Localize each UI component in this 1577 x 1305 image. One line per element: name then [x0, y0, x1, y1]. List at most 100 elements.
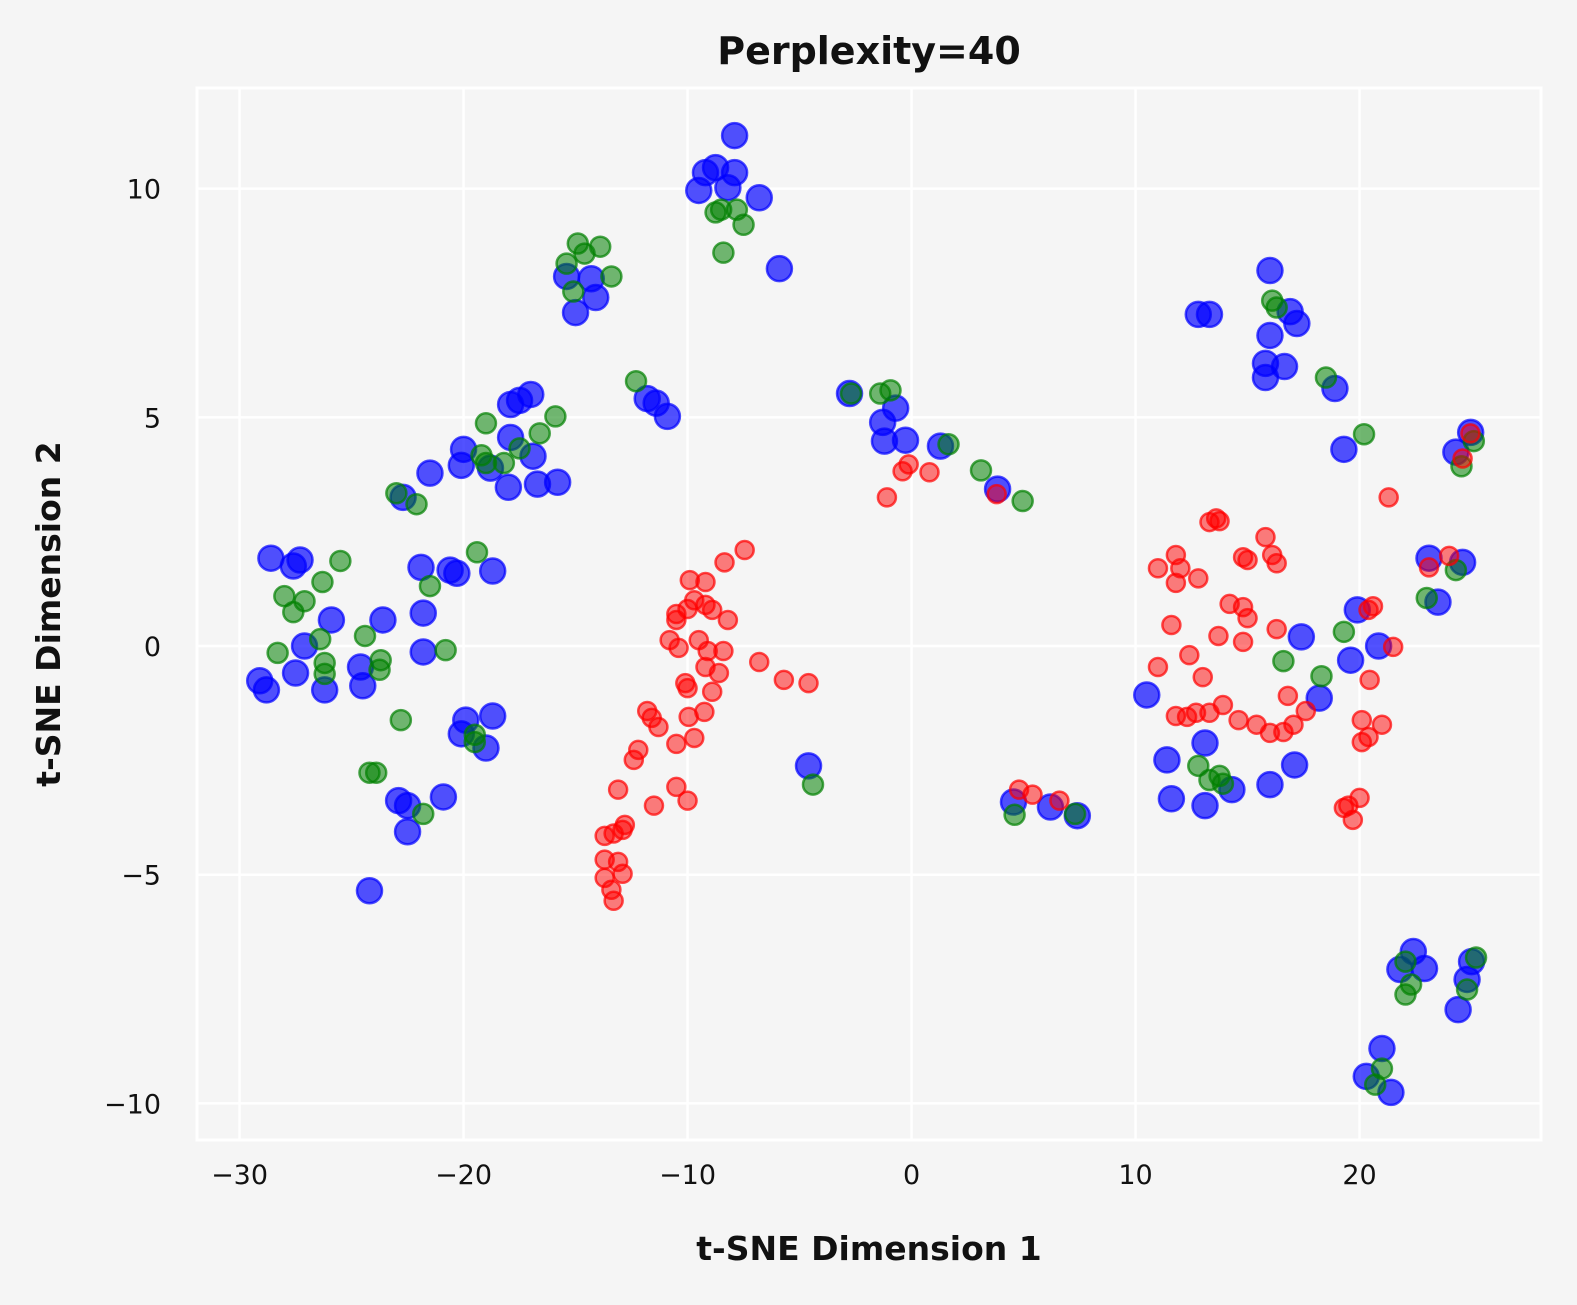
data-point — [474, 412, 498, 435]
data-point — [600, 265, 623, 288]
data-point — [1378, 487, 1399, 508]
data-point — [1295, 700, 1317, 722]
data-point — [879, 379, 902, 402]
data-point — [1277, 685, 1299, 707]
data-point — [1415, 586, 1439, 610]
data-point — [717, 609, 739, 631]
data-point — [1049, 790, 1070, 811]
data-point — [1211, 772, 1235, 795]
data-point — [1332, 620, 1356, 644]
data-point — [701, 599, 723, 621]
x-tick-label: −10 — [659, 1160, 716, 1191]
data-point — [1165, 572, 1187, 594]
data-point — [317, 606, 346, 634]
data-point — [643, 795, 665, 816]
y-axis-label: t-SNE Dimension 2 — [29, 441, 68, 786]
data-point — [329, 549, 352, 573]
data-point — [418, 574, 442, 598]
points — [245, 121, 1488, 1107]
data-point — [349, 672, 377, 700]
data-point — [1351, 731, 1373, 753]
data-point — [1157, 785, 1186, 813]
data-point — [653, 402, 682, 431]
data-point — [1228, 709, 1249, 731]
data-point — [1133, 681, 1161, 709]
data-point — [666, 776, 687, 798]
data-point — [409, 599, 437, 627]
data-point — [543, 468, 572, 497]
data-point — [745, 184, 773, 212]
data-point — [478, 557, 507, 585]
data-point — [517, 380, 545, 409]
data-point — [765, 254, 794, 283]
data-point — [405, 492, 428, 516]
data-point — [1310, 664, 1333, 688]
data-point — [1444, 995, 1472, 1024]
data-point — [293, 589, 316, 613]
data-point — [544, 405, 567, 428]
data-point — [1266, 618, 1287, 640]
data-point — [1191, 729, 1219, 757]
chart-title: Perplexity=40 — [717, 29, 1021, 73]
x-tick-label: −30 — [211, 1160, 268, 1191]
data-point — [668, 637, 689, 659]
data-point — [1371, 714, 1393, 735]
data-point — [1232, 631, 1254, 653]
data-point — [1368, 1034, 1396, 1063]
data-point — [286, 546, 314, 574]
data-point — [1272, 649, 1295, 673]
data-point — [1330, 435, 1358, 464]
data-point — [1270, 352, 1299, 381]
data-point — [720, 121, 749, 150]
data-point — [434, 638, 457, 662]
data-point — [1287, 623, 1316, 651]
data-point — [612, 863, 633, 885]
data-point — [492, 451, 516, 475]
data-point — [1265, 296, 1288, 319]
data-point — [614, 814, 636, 836]
data-point — [732, 213, 755, 237]
data-point — [798, 672, 819, 694]
data-point — [1195, 300, 1224, 329]
data-point — [666, 733, 687, 755]
data-point — [528, 422, 551, 445]
y-tick-label: −5 — [121, 861, 161, 892]
data-point — [937, 433, 960, 456]
data-point — [734, 539, 755, 561]
data-point — [713, 640, 734, 662]
data-point — [385, 481, 408, 505]
data-point — [409, 638, 437, 666]
data-point — [465, 541, 489, 564]
data-point — [1460, 423, 1481, 444]
data-point — [1256, 770, 1284, 799]
data-point — [1022, 784, 1043, 805]
data-point — [1161, 614, 1182, 636]
data-point — [1191, 791, 1219, 820]
data-point — [1283, 714, 1304, 735]
data-point — [714, 552, 735, 573]
data-point — [1280, 751, 1309, 779]
data-point — [1351, 709, 1373, 731]
data-point — [1336, 646, 1365, 674]
data-point — [508, 437, 531, 460]
data-point — [266, 641, 289, 665]
data-point — [1394, 950, 1417, 973]
x-tick-label: 10 — [1118, 1160, 1152, 1191]
data-point — [1255, 526, 1276, 548]
data-point — [1237, 549, 1258, 571]
data-point — [463, 730, 487, 754]
data-point — [393, 817, 422, 846]
ticks: −30 −20 −10 0 10 20 −10 −5 0 5 10 — [104, 175, 1377, 1191]
x-tick-label: 0 — [903, 1160, 920, 1191]
data-point — [801, 773, 825, 796]
data-point — [701, 681, 723, 703]
data-point — [281, 659, 310, 687]
data-point — [1188, 568, 1209, 589]
data-point — [603, 890, 624, 912]
data-point — [708, 662, 730, 684]
data-point — [411, 802, 435, 826]
data-point — [429, 783, 458, 811]
data-point — [252, 676, 281, 704]
data-point — [1266, 552, 1287, 574]
